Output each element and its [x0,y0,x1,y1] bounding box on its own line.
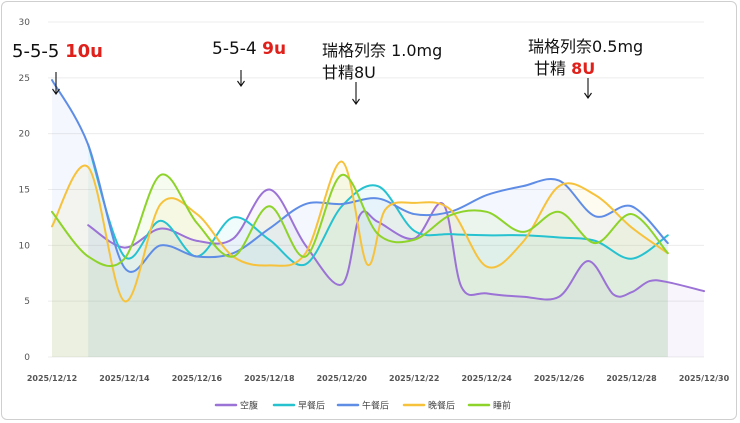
legend[interactable]: 空腹 早餐后 午餐后 晚餐后 睡前 [214,400,511,412]
annotation-arrows [52,70,592,105]
y-tick-label: 20 [19,130,31,140]
grid-lines [48,21,704,358]
y-axis: 0 5 10 15 20 25 30 [19,18,31,363]
x-tick-label: 2025/12/26 [534,374,585,383]
line-series-0[interactable] [87,188,705,301]
annotation-1: 5-5-5 10u [12,43,103,61]
legend-label: 晚餐后 [428,400,455,412]
line-series-2[interactable] [51,79,669,273]
annotation-1-dose: 10u [65,41,103,62]
y-tick-label: 15 [19,186,30,196]
annotation-4-dose: 8U [571,59,596,78]
x-tick-label: 2025/12/14 [99,374,150,383]
legend-label: 午餐后 [362,400,389,412]
annotation-4: 瑞格列奈0.5mg 甘精 8U [528,36,643,80]
annotation-3: 瑞格列奈 1.0mg 甘精8U [322,40,442,84]
y-tick-label: 10 [19,241,31,251]
series-lines [51,79,705,303]
x-tick-label: 2025/12/22 [389,374,439,383]
x-axis: 2025/12/12 2025/12/14 2025/12/16 2025/12/18… [27,374,730,383]
series-areas [52,80,704,358]
annotation-arrow-head [52,88,60,95]
x-tick-label: 2025/12/18 [244,374,295,383]
legend-label: 睡前 [493,400,511,412]
annotation-4-line1: 瑞格列奈0.5mg [528,37,644,56]
annotation-2-text: 5-5-4 [212,39,263,59]
annotation-2: 5-5-4 9u [212,41,286,58]
annotation-2-dose: 9u [262,39,287,59]
x-tick-label: 2025/12/16 [172,374,223,383]
legend-item-1[interactable]: 早餐后 [272,400,325,412]
line-series-3[interactable] [51,160,669,303]
annotation-arrow-head [237,80,245,87]
legend-item-0[interactable]: 空腹 [214,400,258,412]
line-series-1[interactable] [87,143,669,267]
area-series-4 [52,174,668,357]
y-tick-label: 5 [24,297,30,307]
x-tick-label: 2025/12/20 [317,374,368,383]
annotation-arrow-head [352,98,360,105]
legend-item-4[interactable]: 睡前 [467,400,511,412]
x-tick-label: 2025/12/24 [461,374,512,383]
annotation-3-line2: 甘精8U [322,63,376,82]
area-series-0 [88,189,704,357]
x-tick-label: 2025/12/12 [27,374,77,383]
annotation-3-line1: 瑞格列奈 1.0mg [322,41,443,60]
legend-item-2[interactable]: 午餐后 [336,400,389,412]
legend-item-3[interactable]: 晚餐后 [402,400,455,412]
legend-label: 空腹 [240,400,258,412]
y-tick-label: 0 [24,353,30,363]
line-series-4[interactable] [51,173,669,268]
annotation-arrow-head [584,92,592,99]
area-series-1 [88,144,668,357]
y-tick-label: 25 [19,74,30,84]
x-tick-label: 2025/12/28 [606,374,657,383]
area-series-2 [52,80,668,358]
area-series-3 [52,161,668,357]
legend-label: 早餐后 [298,400,325,412]
y-tick-label: 30 [19,18,31,28]
x-tick-label: 2025/12/30 [679,374,730,383]
annotation-1-text: 5-5-5 [12,41,66,62]
annotation-4-line2: 甘精 [534,59,572,78]
